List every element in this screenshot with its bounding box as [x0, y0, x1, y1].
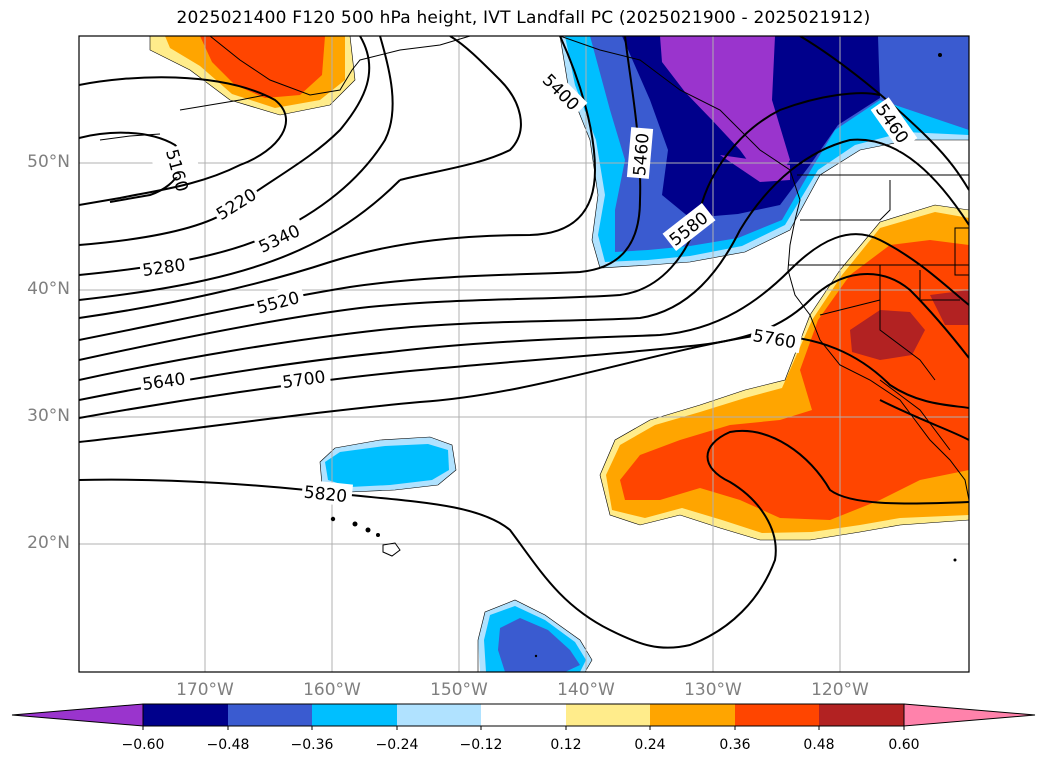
shade-ca-red: [620, 240, 969, 520]
shade-nepac-purple2: [720, 155, 790, 182]
contour-5520: [79, 92, 881, 361]
contour-5820: [79, 430, 969, 649]
map-frame: [78, 35, 970, 673]
colorbar-segment: [566, 704, 650, 726]
lat-label-30n: 30°N: [27, 406, 70, 426]
colorbar-segment: [735, 704, 819, 726]
lat-label-40n: 40°N: [27, 279, 70, 299]
lon-label-130w: 130°W: [684, 680, 742, 700]
contour-5460-b: [799, 36, 969, 191]
contour-5400-b: [79, 36, 597, 319]
colorbar-tick-label: −0.60: [121, 737, 165, 753]
colorbar-segment: [650, 704, 735, 726]
colorbar-tick-label: 0.48: [803, 737, 835, 753]
contour-label: 5820: [303, 483, 348, 507]
contour-5640: [79, 233, 969, 401]
contour-5400: [399, 36, 522, 181]
contour-5160-b: [79, 131, 183, 203]
contour-label: 5460: [630, 132, 654, 177]
colorbar-tick-label: −0.48: [206, 737, 250, 753]
colorbar-segment: [228, 704, 312, 726]
colorbar-tick-label: 0.24: [634, 737, 666, 753]
colorbar-tick-label: −0.24: [375, 737, 419, 753]
ivt-shading: [79, 36, 969, 672]
contour-5580: [79, 138, 969, 381]
contour-5760: [79, 333, 969, 443]
colorbar-segment: [397, 704, 481, 726]
shade-nepac-purple: [660, 36, 790, 175]
colorbar-extend-right: [903, 703, 1036, 727]
lon-label-120w: 120°W: [811, 680, 869, 700]
lat-label-20n: 20°N: [27, 533, 70, 553]
lon-label-140w: 140°W: [557, 680, 615, 700]
map-title: 2025021400 F120 500 hPa height, IVT Land…: [176, 8, 871, 28]
shade-ca-dark2: [930, 290, 969, 325]
hawaii-islands: [330, 53, 957, 658]
lon-label-160w: 160°W: [303, 680, 361, 700]
colorbar-extend-left: [11, 703, 144, 727]
contour-label-group: 5160 5220 5280 5340 5400 5460 5460 5520 …: [138, 67, 918, 507]
colorbar-tick-label: −0.12: [459, 737, 503, 753]
colorbar-tick-label: 0.36: [719, 737, 751, 753]
colorbar: [11, 703, 1036, 730]
colorbar-tick-label: 0.12: [550, 737, 582, 753]
contour-5220: [79, 36, 371, 246]
contour-5820-b: [879, 399, 969, 441]
colorbar-tick-label: −0.36: [290, 737, 334, 753]
shade-south-blue: [498, 618, 580, 672]
coastlines: [99, 36, 969, 501]
colorbar-segment: [481, 704, 566, 726]
lon-label-170w: 170°W: [176, 680, 234, 700]
lat-label-50n: 50°N: [27, 152, 70, 172]
colorbar-segment: [143, 704, 228, 726]
colorbar-segment: [312, 704, 397, 726]
shade-ca-dark: [850, 310, 925, 360]
shade-alaska-red: [200, 36, 325, 98]
lon-label-150w: 150°W: [430, 680, 488, 700]
contour-5340: [79, 179, 401, 301]
shade-hawaii-mid: [325, 444, 449, 487]
colorbar-segment: [819, 704, 904, 726]
colorbar-tick-label: 0.60: [888, 737, 920, 753]
contour-5160: [79, 76, 287, 206]
